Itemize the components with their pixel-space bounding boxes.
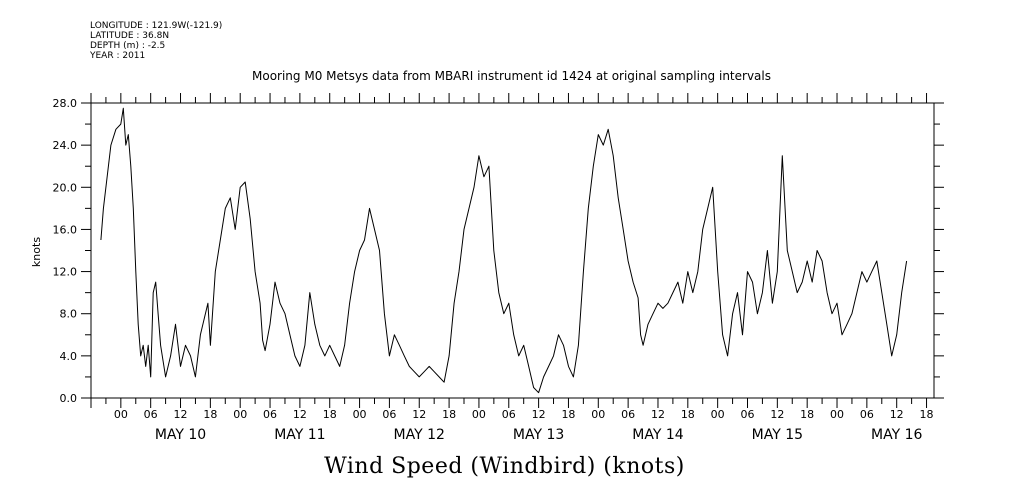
year-text: YEAR : 2011 [90,51,146,61]
x-tick-label: 18 [681,408,695,421]
y-tick-label: 16.0 [53,223,78,236]
x-tick-label: 18 [920,408,934,421]
x-tick-label: 06 [263,408,277,421]
y-tick-label: 20.0 [53,181,78,194]
x-tick-label: 00 [591,408,605,421]
x-day-label: MAY 11 [274,427,325,443]
x-tick-label: 12 [412,408,426,421]
x-tick-label: 18 [203,408,217,421]
x-tick-label: 12 [651,408,665,421]
latitude-text: LATITUDE : 36.8N [90,31,170,41]
x-tick-label: 00 [711,408,725,421]
x-day-label: MAY 10 [155,427,206,443]
longitude-text: LONGITUDE : 121.9W(-121.9) [90,21,223,31]
x-day-label: MAY 13 [513,427,564,443]
x-day-label: MAY 12 [394,427,445,443]
series-line [100,107,908,394]
y-axis-label: knots [30,237,43,267]
x-tick-label: 06 [860,408,874,421]
x-tick-label: 18 [800,408,814,421]
y-tick-label: 12.0 [53,266,78,279]
x-tick-label: 12 [770,408,784,421]
x-tick-label: 18 [561,408,575,421]
metadata-block: LONGITUDE : 121.9W(-121.9) LATITUDE : 36… [90,21,222,61]
x-tick-label: 06 [621,408,635,421]
x-day-label: MAY 15 [752,427,803,443]
depth-text: DEPTH (m) : -2.5 [90,41,166,51]
x-tick-label: 00 [114,408,128,421]
y-tick-label: 4.0 [60,350,78,363]
y-tick-label: 8.0 [60,308,78,321]
x-tick-label: 00 [353,408,367,421]
x-tick-label: 18 [442,408,456,421]
x-tick-label: 06 [382,408,396,421]
x-tick-label: 06 [502,408,516,421]
y-tick-label: 0.0 [60,392,78,405]
x-tick-label: 00 [830,408,844,421]
y-tick-label: 24.0 [53,139,78,152]
chart-title: Mooring M0 Metsys data from MBARI instru… [252,69,771,83]
x-day-label: MAY 14 [632,427,683,443]
x-tick-label: 06 [144,408,158,421]
x-tick-label: 06 [740,408,754,421]
x-day-label: MAY 16 [871,427,922,443]
x-tick-label: 12 [174,408,188,421]
x-tick-label: 00 [472,408,486,421]
x-tick-label: 12 [293,408,307,421]
x-tick-label: 12 [532,408,546,421]
plot-frame [90,102,935,399]
y-tick-label: 28.0 [53,97,78,110]
x-tick-label: 18 [323,408,337,421]
x-tick-label: 00 [233,408,247,421]
x-axis-label: Wind Speed (Windbird) (knots) [324,454,685,479]
x-tick-label: 12 [890,408,904,421]
